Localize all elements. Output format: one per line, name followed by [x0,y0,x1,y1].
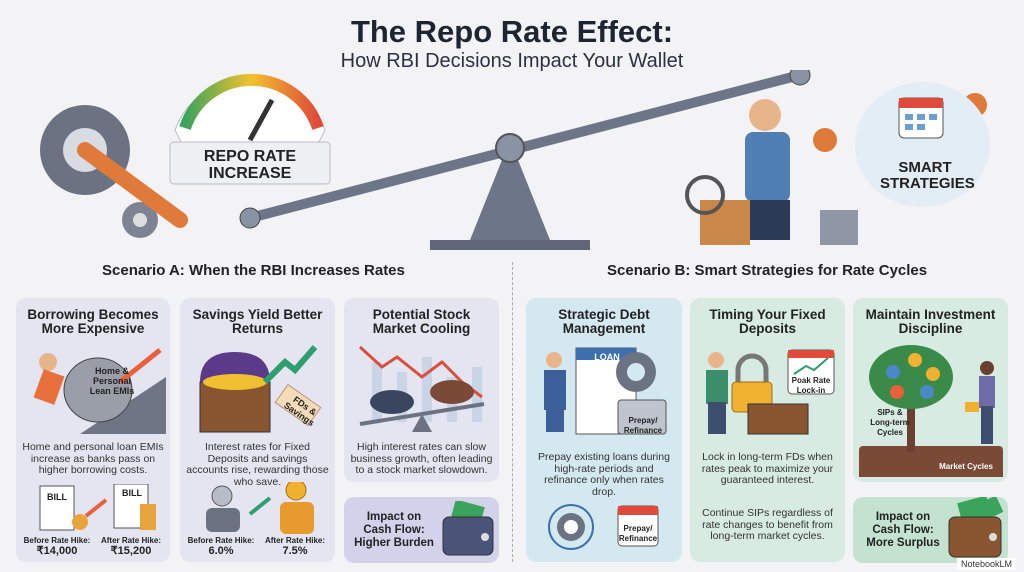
arrow-up-icon [118,348,162,384]
before-label: Before Rate Hike: [187,536,255,545]
before-value: ₹14,000 [36,545,78,557]
scenario-b-heading: Scenario B: Smart Strategies for Rate Cy… [607,262,928,279]
prepay-doc-label: Prepay/ Refinance [623,416,663,435]
fulcrum [470,140,550,240]
soil-label: Market Cycles [939,462,993,471]
smart-strategies-label: SMART STRATEGIES [880,159,975,192]
scenario-a-heading: Scenario A: When the RBI Increases Rates [102,262,405,279]
boulder-illustration [33,348,166,434]
card-savings: Savings Yield Better Returns FDs & Savin… [180,298,335,562]
card-description-2: Continue SIPs regardless of rate changes… [702,507,833,542]
chest-icon [747,403,809,435]
person-icon [745,99,790,240]
peak-rate-label: Poak Rate Lock-in [791,376,831,395]
tree-label: SIPs & Long-term Cycles [870,408,910,437]
bill-label: BILL [47,492,67,502]
before-value: 6.0% [208,545,234,557]
impact-label: Impact on Cash Flow: More Surplus [866,511,940,549]
small-gear-icon [122,202,158,238]
card-description: Interest rates for Fixed Deposits and sa… [186,441,329,488]
card-fixed-deposits: Timing Your Fixed Deposits Poak Rate Loc… [690,298,845,562]
bill-label: BILL [122,488,142,498]
page-subtitle: How RBI Decisions Impact Your Wallet [340,50,684,72]
soil [859,446,1003,477]
impact-higher-burden: Impact on Cash Flow: Higher Burden [344,497,499,563]
card-title: Maintain Investment Discipline [865,307,996,336]
divider [512,262,513,562]
card-description: High interest rates can slow business gr… [350,441,493,476]
card-description: Home and personal loan EMIs increase as … [22,441,164,476]
tools-icon [685,175,858,245]
wallet-icon [948,497,1004,558]
repo-rate-gauge-label: REPO RATE INCREASE [203,148,297,182]
card-borrowing: Borrowing Becomes More Expensive Home & … [16,298,170,562]
after-label: After Rate Hike: [264,536,325,545]
tag [274,383,322,427]
after-label: After Rate Hike: [100,536,161,545]
treasure-chest-illustration [199,345,322,433]
wallet-icon [442,501,494,556]
seesaw-illustration [40,70,987,250]
rupee-gear-icon [548,504,594,550]
bear-icon [430,380,474,404]
calendar-icon [898,97,944,139]
crank-arm [77,142,188,228]
tree-illustration [859,345,1003,477]
card-stock-market: Potential Stock Market Cooling High inte… [344,298,499,482]
watering-can-icon [965,402,979,412]
card-description: Prepay existing loans during high-rate p… [538,451,670,498]
page-title: The Repo Rate Effect: [350,14,674,49]
impact-label: Impact on Cash Flow: Higher Burden [354,511,434,549]
card-title: Potential Stock Market Cooling [372,307,471,336]
coin-stacks-icon [206,482,314,534]
after-value: 7.5% [282,545,308,557]
calendar-label: Prepay/ Refinance [618,524,658,543]
card-title: Borrowing Becomes More Expensive [27,307,159,336]
calendar-icon [617,505,659,547]
lock-chest-illustration [706,349,835,435]
seesaw-beam [245,70,805,223]
loan-label: LOAN [594,352,620,362]
notebooklm-brand: NotebookLM [956,558,1016,570]
card-debt-management: Strategic Debt Management LOAN Prepay/ R… [526,298,682,562]
card-title: Strategic Debt Management [558,307,650,336]
card-title: Savings Yield Better Returns [192,307,323,336]
card-title: Timing Your Fixed Deposits [709,307,826,336]
orange-gear-icon [813,128,837,152]
bill-comparison-icon [39,484,156,531]
boulder-label: Home & Personal Lean EMIs [89,366,135,396]
card-investment-discipline: Maintain Investment Discipline SIPs & Lo… [853,298,1008,482]
person-icon [981,406,993,444]
arrow-up-icon [262,345,318,385]
after-value: ₹15,200 [110,545,152,557]
card-description: Lock in long-term FDs when rates peak to… [701,451,834,486]
bull-bear-seesaw-illustration [358,345,485,432]
before-label: Before Rate Hike: [23,536,91,545]
bull-icon [370,390,414,414]
impact-more-surplus: Impact on Cash Flow: More Surplus [853,497,1008,563]
loan-document-illustration [544,347,667,435]
